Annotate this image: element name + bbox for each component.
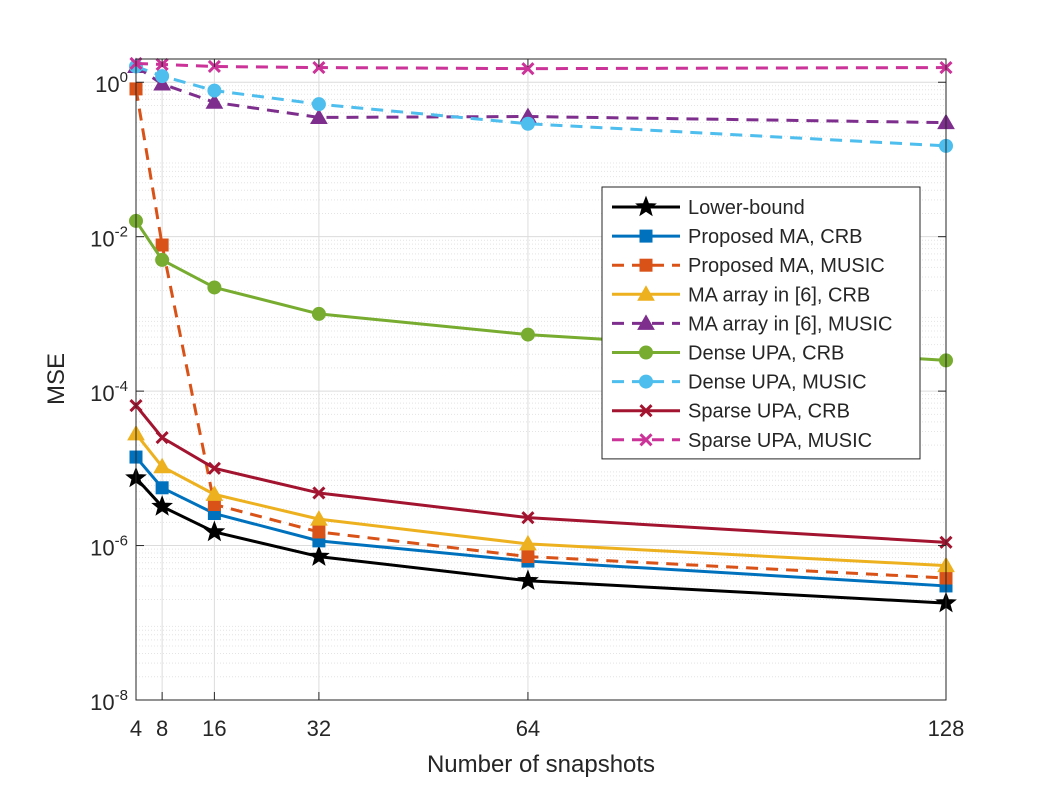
data-point [205,485,224,501]
series-line [134,432,947,568]
y-tick-label: 10-4 [90,378,128,406]
x-tick-label: 128 [928,716,965,741]
data-point [155,252,170,267]
legend-label: MA array in [6], CRB [688,284,870,306]
data-point [310,108,328,124]
series-layer [125,56,957,613]
data-point [521,511,535,525]
legend-label: Sparse UPA, CRB [688,401,850,423]
data-point [521,62,535,76]
data-point [521,550,535,564]
legend-marker [639,345,653,360]
data-point [153,457,171,474]
data-point [520,327,535,342]
data-point [311,97,326,112]
data-point [207,83,222,98]
data-point [312,525,326,539]
data-point [207,461,221,475]
x-tick-label: 32 [307,716,331,741]
data-point [308,545,330,566]
data-point [155,69,170,84]
series-9 [129,56,953,76]
x-tick-label: 64 [516,716,540,741]
legend-marker [639,258,653,272]
x-tick-label: 8 [156,716,168,741]
series-line [135,61,947,71]
legend-marker [639,229,653,243]
x-axis-label: Number of snapshots [427,751,655,778]
data-point [155,238,169,252]
data-point [155,481,169,495]
legend-label: Proposed MA, MUSIC [688,255,885,277]
legend-marker [639,433,653,447]
legend-label: MA array in [6], MUSIC [688,313,893,335]
y-tick-label: 10-2 [90,224,128,252]
legend-label: Dense UPA, MUSIC [688,372,867,394]
y-tick-label: 10-6 [90,533,128,561]
series-6 [129,213,953,368]
data-point [205,93,224,109]
plot-frame [135,58,947,701]
data-point [312,486,326,500]
axes: 4 8 16 32 64 128 10-8 10-6 10-4 10-2 100 [90,59,964,741]
series-4 [127,424,955,573]
data-point [520,116,535,131]
series-line [134,476,947,605]
data-point [151,495,173,516]
data-point [207,280,222,295]
data-point [155,431,169,445]
x-tick-label: 4 [130,716,142,741]
data-point [312,60,326,75]
series-line [134,220,947,362]
data-point [519,534,537,551]
x-tick-label: 16 [202,716,226,741]
legend-marker [639,404,653,418]
legend-label: Sparse UPA, MUSIC [688,430,872,452]
data-point [311,306,326,321]
data-point [203,520,226,542]
legend-marker [637,314,655,330]
data-point [517,569,539,591]
y-tick-label: 100 [95,69,128,97]
legend-label: Proposed MA, CRB [688,226,863,248]
y-tick-label: 10-8 [90,687,128,715]
legend-marker [635,195,657,217]
legend-label: Dense UPA, CRB [688,343,844,365]
legend: Lower-bound Proposed MA, CRB Proposed MA, … [601,186,921,460]
legend-marker [637,285,655,301]
series-line [134,88,947,580]
data-point [310,510,328,526]
legend-marker [639,374,653,389]
y-axis-label: MSE [43,353,70,405]
legend-label: Lower-bound [688,197,805,219]
